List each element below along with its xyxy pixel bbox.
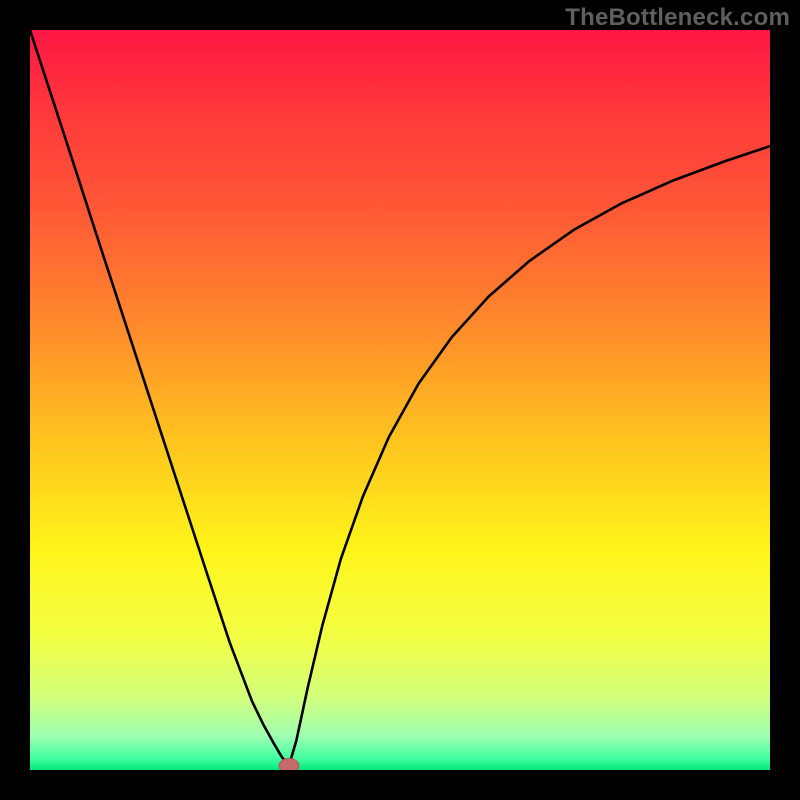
chart-frame: TheBottleneck.com <box>0 0 800 800</box>
gradient-background <box>30 30 770 770</box>
watermark-text: TheBottleneck.com <box>565 4 790 32</box>
bottleneck-chart <box>30 30 770 770</box>
optimum-marker <box>279 759 299 770</box>
